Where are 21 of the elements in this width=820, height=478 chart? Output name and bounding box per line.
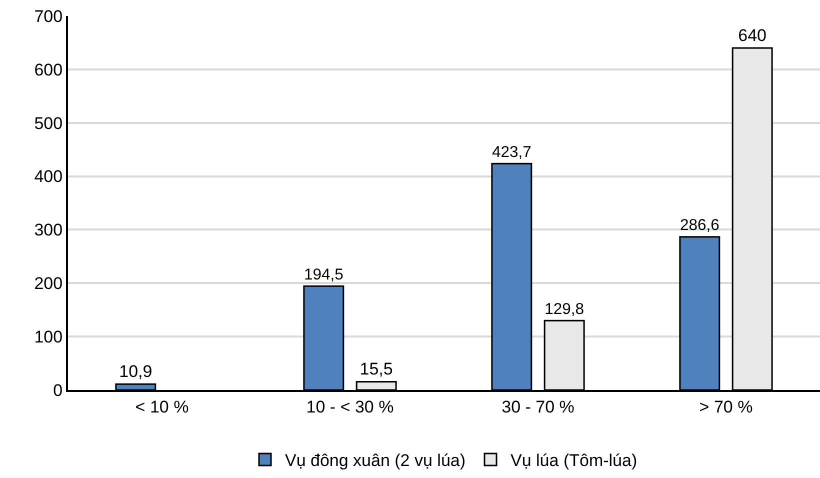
data-label: 286,6 [680, 217, 720, 234]
y-tick-label: 100 [34, 328, 63, 347]
x-tick-label: < 10 % [135, 397, 189, 416]
legend-label: Vụ đông xuân (2 vụ lúa) [285, 451, 466, 470]
x-tick-label: 30 - 70 % [502, 397, 574, 416]
y-tick-label: 200 [34, 274, 63, 294]
data-label: 129,8 [544, 300, 584, 318]
data-label: 10,9 [119, 362, 152, 382]
data-label: 640 [738, 26, 767, 46]
y-tick-label: 0 [53, 380, 63, 400]
y-tick-label: 400 [34, 167, 63, 186]
legend-label: Vụ lúa (Tôm-lúa) [510, 451, 638, 470]
y-tick-label: 300 [34, 220, 63, 240]
x-tick-label: > 70 % [699, 397, 753, 416]
data-label: 15,5 [360, 360, 393, 379]
y-tick-label: 500 [34, 114, 63, 133]
x-tick-label: 10 - < 30 % [306, 397, 394, 416]
data-label: 194,5 [304, 266, 344, 284]
y-tick-label: 600 [34, 60, 63, 80]
data-label: 423,7 [492, 144, 532, 161]
y-tick-label: 700 [34, 6, 63, 26]
